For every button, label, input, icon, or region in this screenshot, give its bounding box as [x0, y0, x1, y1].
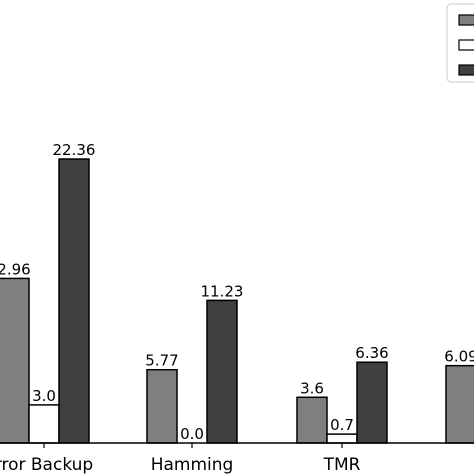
value-label-2-2: 6.36: [355, 344, 388, 362]
value-label-1-0: 5.77: [145, 352, 178, 370]
value-label-1-2: 11.23: [201, 282, 244, 300]
value-label-2-1: 0.7: [330, 416, 354, 434]
bar-0-1: [28, 404, 60, 444]
bar-0-0: [0, 277, 30, 444]
x-axis: rror BackupHammingTMRC: [0, 442, 474, 474]
value-label-0-2: 22.36: [53, 141, 96, 159]
x-tick-label-0: rror Backup: [0, 455, 93, 474]
bar-2-0: [296, 396, 328, 444]
bars-layer: [0, 158, 474, 444]
x-tick-label-2: TMR: [323, 455, 361, 474]
bar-1-0: [146, 368, 178, 444]
value-label-3-0: 6.09: [444, 348, 474, 366]
value-label-0-1: 3.0: [32, 387, 56, 405]
value-label-0-0: 2.96: [0, 260, 31, 278]
bar-1-2: [206, 299, 238, 444]
x-tick-label-1: Hamming: [151, 455, 234, 474]
bar-0-2: [58, 158, 90, 444]
bar-2-1: [326, 433, 358, 444]
legend-swatch-2: [458, 64, 474, 76]
value-labels-layer: 2.96 3.0 22.36 5.77 0.0 11.23 3.6 0.7 6.36 6.09: [0, 141, 474, 443]
bar-3-0: [445, 364, 474, 444]
value-label-2-0: 3.6: [300, 379, 324, 397]
legend: [446, 3, 474, 83]
value-label-1-1: 0.0: [180, 425, 204, 443]
legend-swatch-0: [458, 14, 474, 26]
x-tick-group: rror BackupHammingTMRC: [0, 443, 361, 474]
legend-swatch-1: [458, 39, 474, 51]
bar-2-2: [356, 361, 388, 444]
